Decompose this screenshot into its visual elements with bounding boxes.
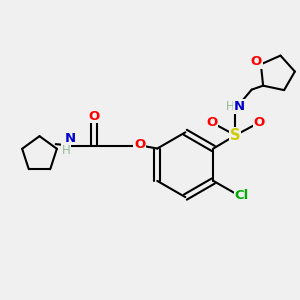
Text: O: O	[134, 138, 145, 151]
Text: O: O	[254, 116, 265, 128]
Text: N: N	[233, 100, 244, 113]
Text: N: N	[64, 132, 75, 145]
Text: H: H	[226, 100, 235, 113]
Text: O: O	[206, 116, 218, 128]
Text: H: H	[61, 143, 70, 157]
Text: O: O	[251, 55, 262, 68]
Text: O: O	[88, 110, 100, 123]
Text: S: S	[230, 128, 241, 143]
Text: Cl: Cl	[234, 189, 248, 202]
